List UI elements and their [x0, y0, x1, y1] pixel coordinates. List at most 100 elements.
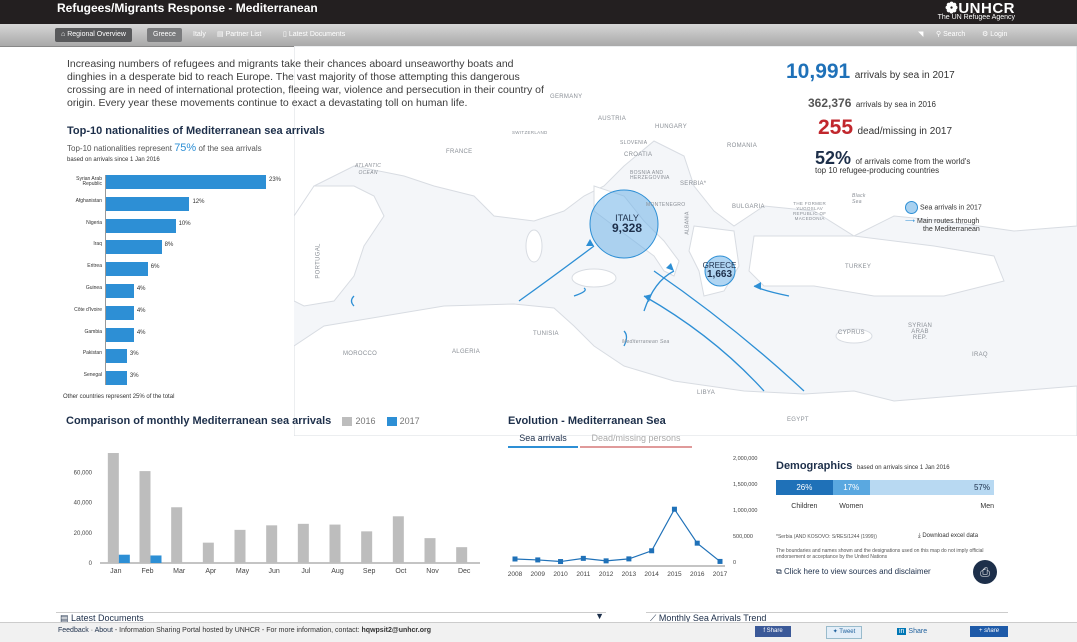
x-tick-label: 2008 [508, 571, 523, 578]
tab-sea-arrivals[interactable]: Sea arrivals [508, 433, 578, 448]
x-tick-label: Aug [331, 568, 344, 575]
label-hungary: HUNGARY [655, 124, 687, 130]
nationality-bar[interactable] [106, 175, 266, 189]
legend-route-label2: the Mediterranean [923, 226, 980, 233]
nationality-bar[interactable] [106, 262, 148, 277]
x-tick-label: 2015 [667, 571, 682, 578]
feedback-link[interactable]: Feedback [58, 627, 89, 634]
nationality-label: Afghanistan [75, 197, 102, 204]
x-tick-label: Nov [426, 568, 439, 575]
nationality-value: 6% [150, 264, 160, 271]
bar-2017 [150, 555, 162, 563]
italy-marker[interactable]: ITALY 9,328 [597, 213, 657, 235]
monthly-trend-panel[interactable]: ⟋ Monthly Sea Arrivals Trend [646, 612, 1008, 623]
y-tick-label: 0 [89, 561, 93, 567]
nationality-bar[interactable] [106, 371, 127, 386]
y-tick-label: 40,000 [74, 501, 93, 507]
x-tick-label: Mar [173, 568, 186, 575]
data-point [694, 540, 700, 546]
data-point [717, 558, 723, 564]
x-tick-label: Sep [363, 568, 376, 575]
map-panel[interactable] [293, 45, 1077, 437]
data-point [671, 506, 677, 512]
login-button[interactable]: ⚙ Login [976, 28, 1013, 42]
monthly-arrivals-chart[interactable]: 0 20,000 40,000 60,000 Jan Feb Mar Apr May Jun Jul… [60, 440, 490, 580]
sources-link[interactable]: ⧉ Click here to view sources and disclai… [776, 567, 931, 577]
nationality-label: Nigeria [86, 219, 102, 226]
unhcr-logo[interactable]: ❁UNHCR The UN Refugee Agency [938, 0, 1015, 21]
nationality-bar[interactable] [106, 327, 134, 342]
tab-partner-list[interactable]: ▤ Partner List [211, 28, 267, 42]
share-label: share [984, 628, 1000, 634]
nationality-value: 23% [269, 177, 282, 183]
demographics-segment[interactable]: 57% [869, 480, 994, 495]
share-button[interactable]: + share [970, 626, 1008, 637]
legend-2016-swatch [342, 416, 353, 426]
intro-text: Increasing numbers of refugees and migra… [67, 58, 544, 109]
stat-arrivals-2016: 362,376 arrivals by sea in 2016 [808, 94, 936, 112]
label-macedonia-line4: MACEDONIA [794, 216, 825, 221]
stat-arrivals-2016-label: arrivals by sea in 2016 [855, 100, 936, 109]
label-black-sea: Black Sea [852, 193, 866, 205]
rss-icon[interactable]: ◥ [918, 31, 924, 38]
linkedin-share-button[interactable]: in Share [897, 626, 935, 637]
demographics-segment[interactable]: 17% [832, 480, 870, 495]
nationality-bar[interactable] [106, 218, 176, 233]
label-tunisia: TUNISIA [533, 331, 559, 337]
label-portugal: PORTUGAL [315, 243, 322, 279]
evolution-chart[interactable]: 0 500,000 1,000,000 1,500,000 2,000,000 2008 2… [505, 452, 770, 580]
label-black-sea-line2: Sea [852, 199, 862, 205]
latest-documents-panel[interactable]: ▤ Latest Documents ▼ [56, 612, 606, 623]
tab-regional-overview[interactable]: ⌂ Regional Overview [55, 28, 132, 42]
print-icon[interactable]: ⎙ [973, 560, 997, 584]
bar-2016 [297, 523, 309, 563]
chevron-down-icon[interactable]: ▼ [595, 612, 604, 621]
label-morocco: MOROCCO [343, 351, 378, 357]
nationality-bar[interactable] [106, 349, 127, 364]
italy-marker-value: 9,328 [611, 221, 643, 235]
facebook-share-button[interactable]: f Share [755, 626, 791, 637]
tab-latest-documents[interactable]: ▯ Latest Documents [277, 28, 351, 42]
demographics-subtitle: based on arrivals since 1 Jan 2016 [856, 465, 950, 471]
tab-greece[interactable]: Greece [147, 28, 182, 42]
label-slovenia: SLOVENIA [620, 140, 648, 146]
bar-2016 [234, 529, 246, 563]
greece-marker[interactable]: GREECE 1,663 [697, 261, 742, 280]
about-link[interactable]: About [94, 627, 113, 634]
search-button[interactable]: ⚲ Search [930, 28, 971, 42]
map-legend: Sea arrivals in 2017 ⟶ Main routes throu… [905, 201, 982, 234]
nationality-bar[interactable] [106, 240, 162, 255]
tweet-button[interactable]: ✦ Tweet [826, 626, 862, 639]
demographics-bar[interactable]: 26% 17% 57% [776, 480, 994, 495]
tab-italy[interactable]: Italy [187, 28, 212, 42]
contact-email-link[interactable]: hqwpsit2@unhcr.org [361, 627, 431, 634]
nationality-bar[interactable] [106, 305, 134, 320]
demographics-segment[interactable]: 26% [776, 480, 833, 495]
arrow-legend-icon: ⟶ [905, 218, 916, 225]
y-tick-label: 1,500,000 [733, 482, 757, 488]
download-excel-link[interactable]: ⤓ Download excel data [918, 533, 978, 540]
stat-dead-missing: 255 dead/missing in 2017 [818, 116, 952, 140]
y-tick-label: 0 [733, 560, 736, 566]
footer-hosted-text: - Information Sharing Portal hosted by U… [114, 627, 360, 634]
nationality-label: Syrian Arab Republic [76, 176, 102, 187]
tab-dead-missing[interactable]: Dead/missing persons [580, 433, 692, 448]
data-point [512, 556, 518, 562]
label-black-sea-line1: Black [852, 193, 866, 199]
app-header: Refugees/Migrants Response - Mediterrane… [0, 0, 1077, 24]
x-tick-label: Dec [458, 568, 471, 575]
x-tick-label: 2013 [622, 571, 637, 578]
mediterranean-map[interactable] [293, 45, 1077, 437]
label-bosnia-line2: HERZEGOVINA [630, 175, 670, 181]
stat-pct-value: 52% [815, 148, 852, 168]
id-card-icon: ▤ [217, 31, 224, 38]
data-point [626, 556, 632, 562]
nationality-bar[interactable] [106, 284, 134, 298]
stat-arrivals-2017: 10,991 arrivals by sea in 2017 [786, 60, 955, 84]
italy-circle [589, 189, 659, 259]
tab-dead-missing-label: Dead/missing persons [591, 433, 681, 443]
stat-dead-value: 255 [818, 116, 854, 139]
label-macedonia-line2: YUGOSLAV [796, 206, 824, 211]
home-icon: ⌂ [61, 31, 66, 38]
nationality-bar[interactable] [106, 196, 190, 211]
